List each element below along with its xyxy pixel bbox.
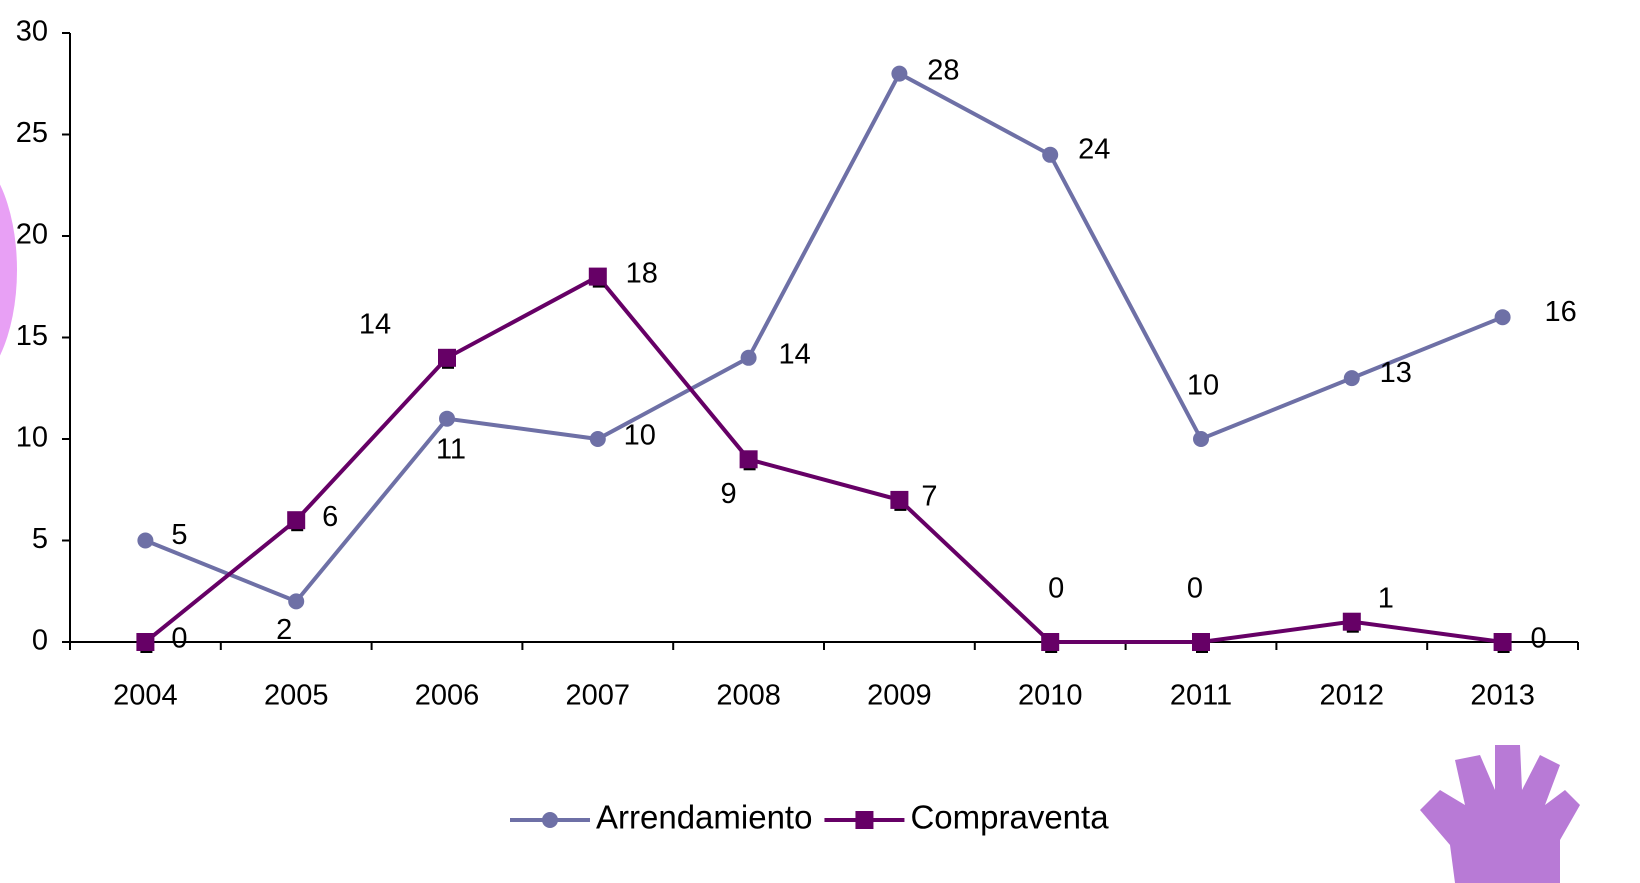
data-point [891,65,908,82]
data-point [136,633,155,651]
decoration-hand [1420,745,1580,883]
y-tick-label: 10 [16,422,48,454]
data-label: 18 [626,257,658,289]
x-tick-label: 2006 [415,680,480,712]
data-point [588,267,607,286]
y-tick-label: 5 [32,523,48,555]
data-label: 16 [1544,296,1576,328]
x-tick-label: 2012 [1320,680,1385,712]
x-tick-label: 2004 [113,680,178,712]
data-label: 14 [778,338,810,370]
data-label: 0 [1531,623,1547,655]
data-point [137,532,154,549]
data-label: 1 [1378,582,1394,614]
data-point [739,450,758,469]
data-point [1343,370,1360,387]
data-label: 28 [927,54,959,86]
y-tick-label: 30 [16,16,48,48]
data-label: 5 [171,519,187,551]
x-tick-label: 2007 [566,680,631,712]
decoration-circle [0,184,17,356]
data-label: 7 [921,481,937,513]
data-label: 2 [276,614,292,646]
x-tick-label: 2013 [1470,680,1535,712]
x-tick-label: 2005 [264,680,329,712]
legend-marker [855,811,874,829]
data-point [439,410,455,427]
data-point [1193,431,1209,447]
data-point [1042,146,1059,163]
data-label: 10 [624,420,656,452]
legend-label: Compraventa [910,799,1109,836]
data-point [438,348,456,367]
legend-marker [542,812,558,828]
data-point [287,511,306,530]
x-tick-label: 2010 [1018,680,1083,712]
data-point [740,349,757,366]
data-label: 0 [1048,573,1064,605]
data-label: 11 [436,433,466,465]
data-point [890,490,909,509]
data-point [589,431,606,447]
series-line [144,274,1503,644]
data-label: 10 [1187,370,1219,402]
data-point [288,593,305,610]
data-label: 6 [322,501,338,533]
y-tick-label: 15 [16,320,48,352]
data-label: 24 [1078,133,1110,165]
legend-label: Arrendamiento [596,799,812,836]
data-point [1041,633,1060,651]
y-tick-label: 20 [16,219,48,251]
data-point [1493,633,1512,651]
x-tick-label: 2011 [1170,680,1232,712]
data-point [1192,633,1210,651]
data-label: 0 [171,623,187,655]
series-line [144,70,1504,604]
data-point [1494,309,1511,326]
y-tick-label: 0 [32,625,48,657]
x-tick-label: 2008 [716,680,781,712]
data-label: 9 [721,478,737,510]
data-label: 0 [1187,573,1203,605]
data-point [1342,612,1361,631]
data-label: 13 [1380,357,1412,389]
x-tick-label: 2009 [867,680,932,712]
y-tick-label: 25 [16,117,48,149]
data-label: 14 [359,308,391,340]
